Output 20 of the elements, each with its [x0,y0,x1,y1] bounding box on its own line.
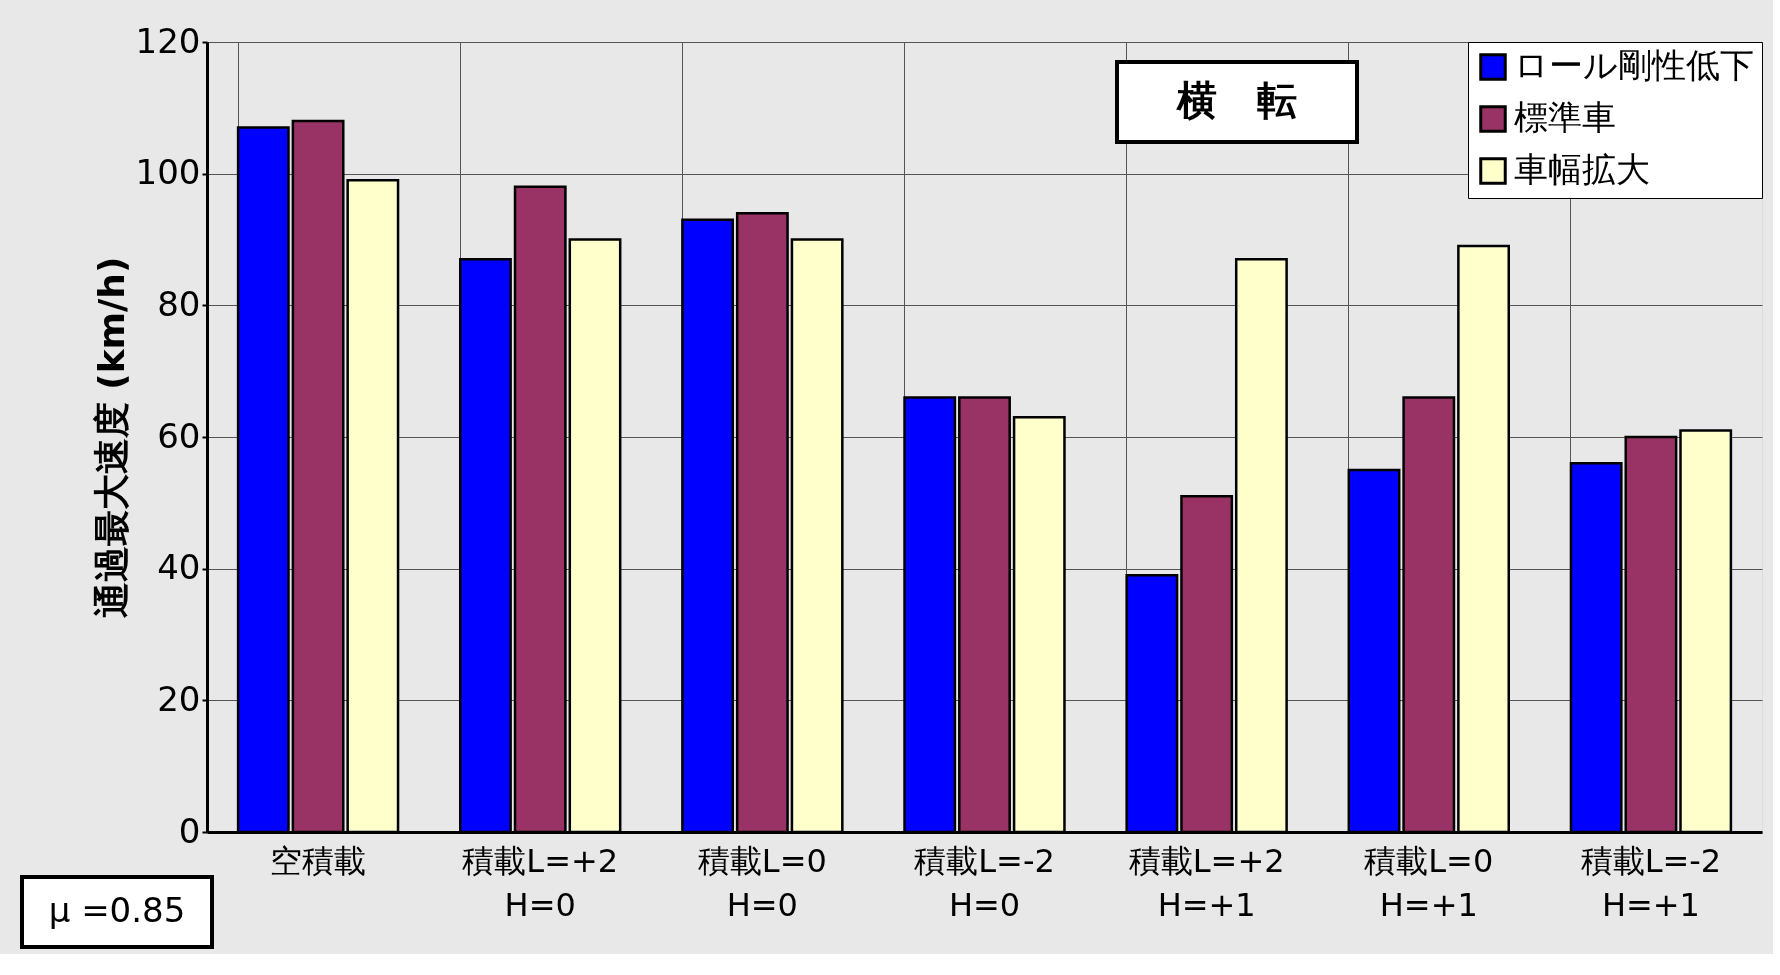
x-tick-label: 積載L=+2 H=+1 [1128,841,1285,924]
y-tick-label: 60 [157,415,201,456]
y-tick-label: 20 [157,678,201,719]
x-tick-label: 積載L=0 H=0 [697,841,827,924]
x-tick-label: 積載L=+2 H=0 [462,841,619,924]
y-axis-title: 通過最大速度 (km/h) [90,256,132,619]
y-tick-label: 120 [135,20,201,61]
legend-label: 車幅拡大 [1514,149,1650,189]
y-tick-label: 80 [157,283,201,324]
x-tick-label: 空積載 [270,841,367,880]
text: μ =0.85 [48,890,186,930]
y-tick-label: 100 [135,152,201,193]
x-tick-label: 積載L=0 H=+1 [1364,841,1494,924]
x-tick-label: 積載L=-2 H=0 [914,841,1055,924]
legend-label: ロール剛性低下 [1514,45,1754,85]
annotation: 横 転 [1176,77,1297,123]
y-tick-label: 40 [157,547,201,588]
legend-label: 標準車 [1514,97,1616,137]
y-tick-label: 0 [178,810,201,851]
x-tick-label: 積載L=-2 H=+1 [1580,841,1722,924]
